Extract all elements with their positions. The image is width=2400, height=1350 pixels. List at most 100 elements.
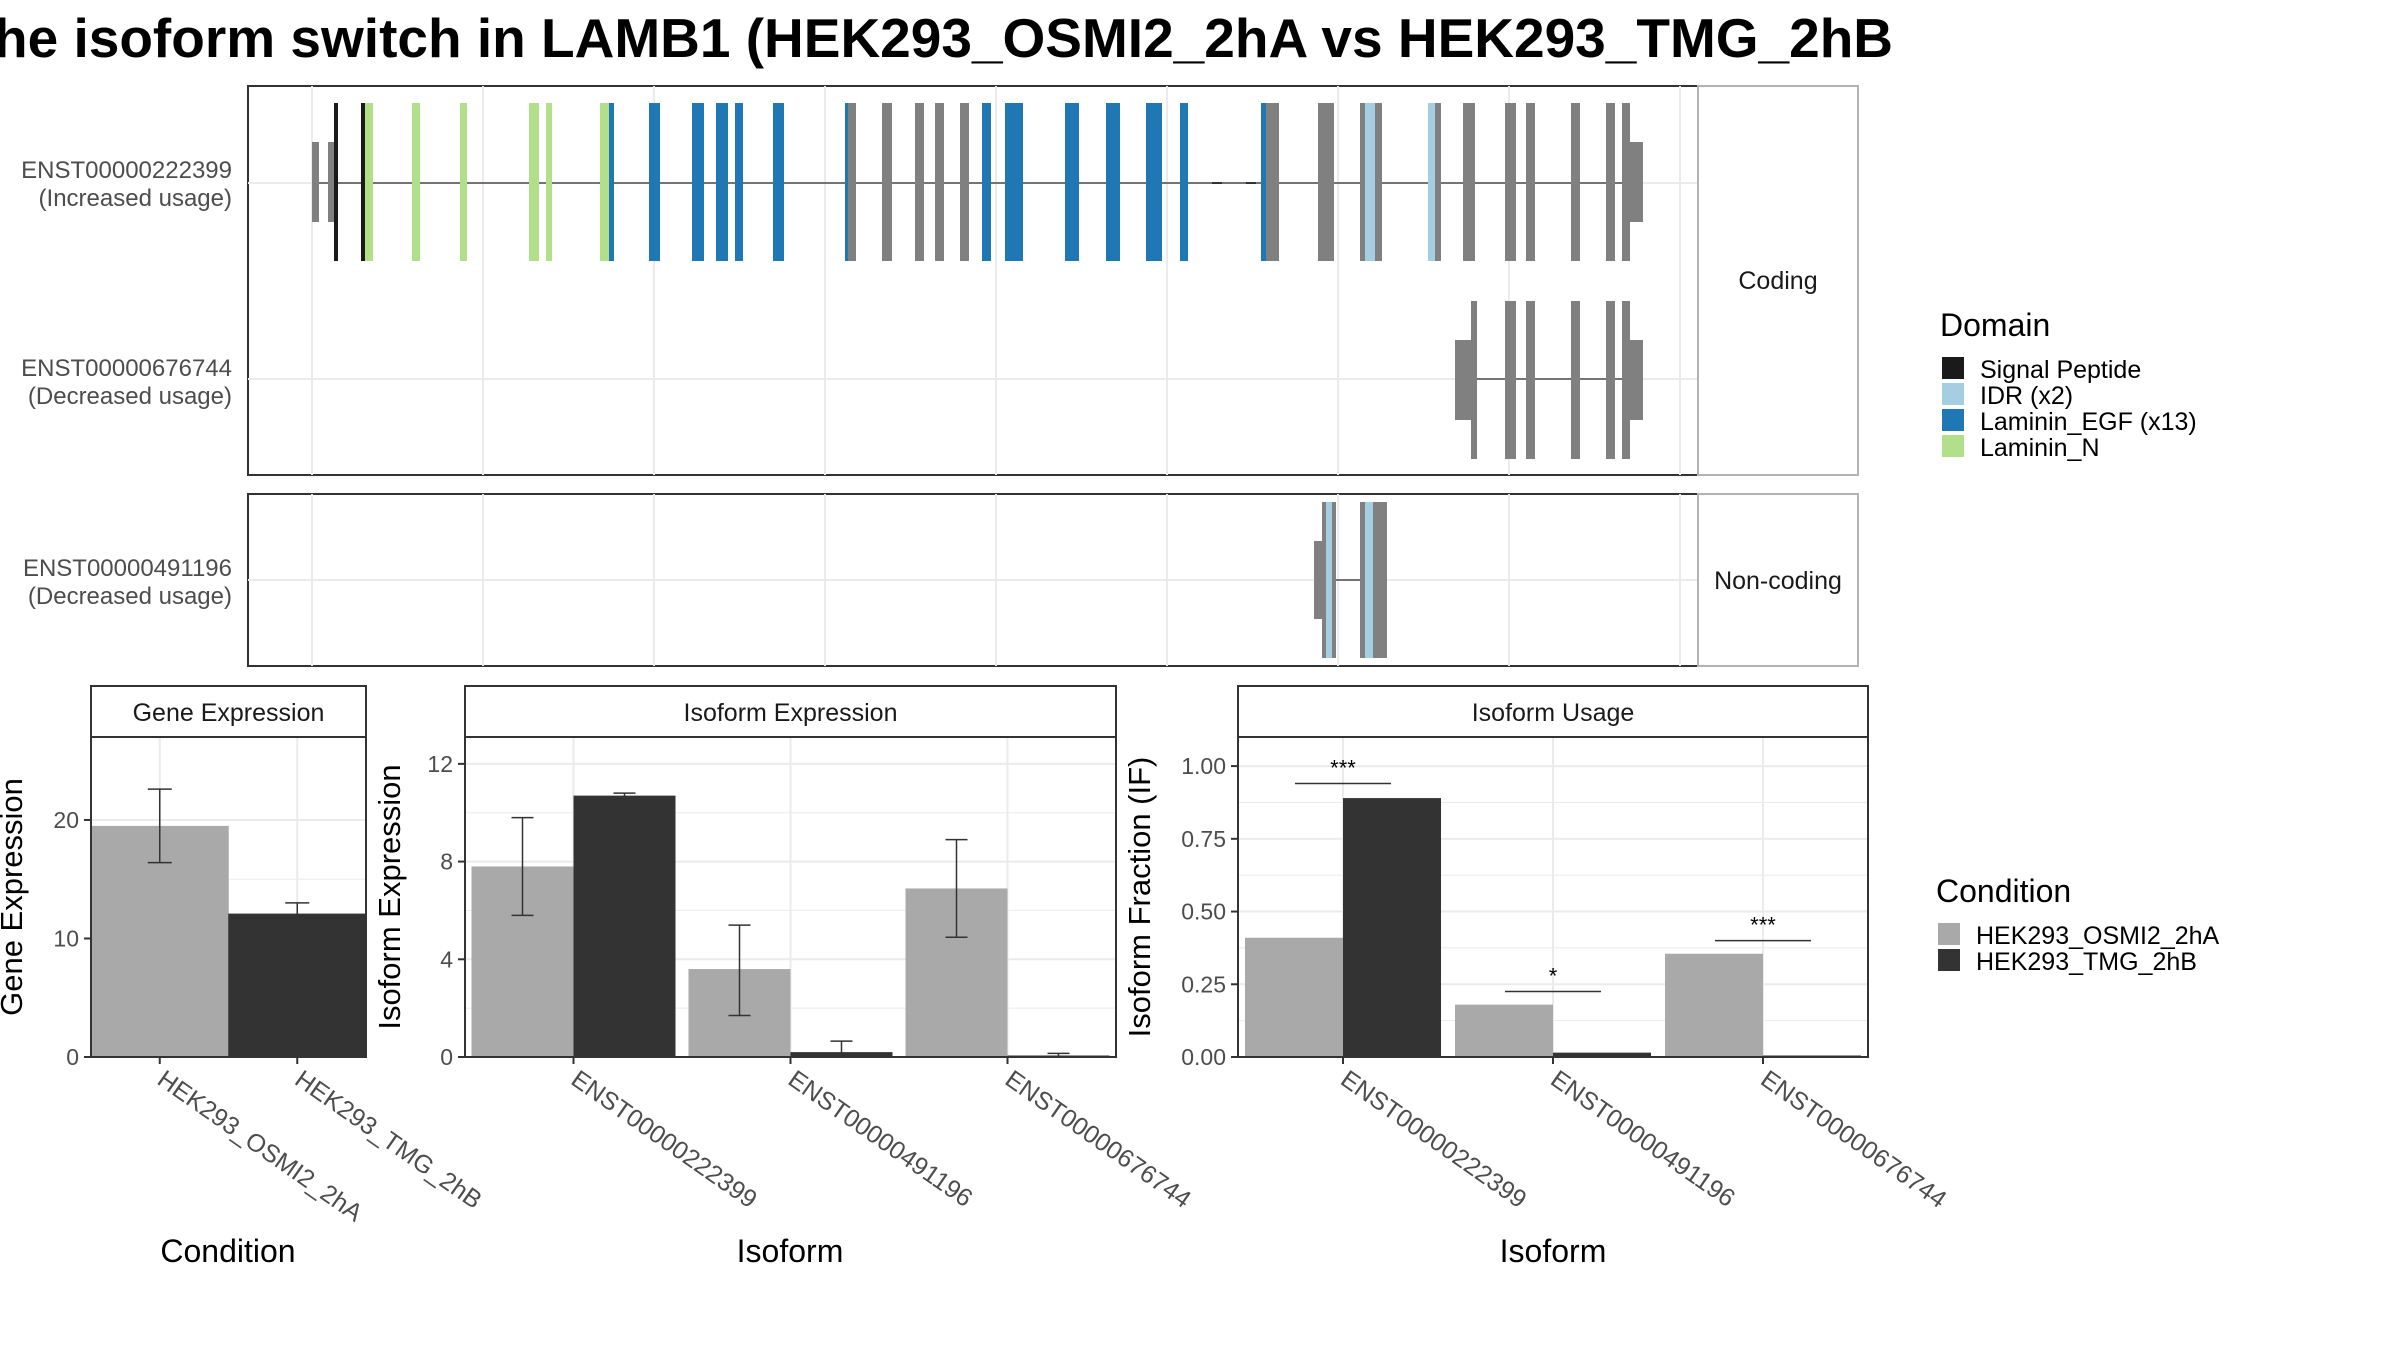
noncoding-strip-label: Non-coding (1714, 567, 1842, 595)
exon-grey (1360, 502, 1365, 658)
y-axis: 0 4 8 12 (427, 751, 465, 1070)
domain-legend-item: Laminin_EGF (x13) (1942, 408, 2197, 436)
domain-legend-item: Laminin_N (1942, 434, 2100, 462)
legend-swatch-condition-b (1938, 949, 1960, 971)
bar-chart-panels: Gene Expression 0 10 20 HEK293_OSMI2_2hAHEK2… (0, 685, 1952, 1269)
y-tick-label: 0.75 (1181, 826, 1226, 852)
exon-laminin-n (546, 103, 552, 261)
y-axis: 0 10 20 (53, 807, 91, 1070)
exon-laminin-egf (1106, 103, 1120, 261)
transcript-enst00000491196 (1314, 502, 1387, 658)
exon-signal-peptide (334, 103, 338, 261)
transcript-enst00000222399 (312, 103, 1643, 261)
exon-laminin-egf (1261, 103, 1267, 261)
structure-panel-noncoding: Non-coding (247, 493, 1859, 667)
legend-swatch-signal-peptide (1942, 357, 1964, 379)
y-tick-label: 10 (53, 925, 79, 951)
bar (90, 825, 229, 1057)
exon-grey (1471, 301, 1477, 459)
panel-strip-title: Isoform Expression (684, 699, 898, 727)
utr-exon (1628, 142, 1643, 222)
x-tick-label: ENST00000222399 (1336, 1065, 1532, 1214)
legend-label: Laminin_EGF (x13) (1980, 408, 2197, 436)
exon-grey (1571, 103, 1580, 261)
exon-grey (1622, 301, 1630, 459)
y-tick-label: 0.00 (1181, 1044, 1226, 1070)
bars (1245, 798, 1861, 1057)
exon-grey (1606, 301, 1615, 459)
legend-label: IDR (x2) (1980, 382, 2073, 410)
y-tick-label: 8 (440, 849, 453, 875)
y-tick-label: 0 (440, 1044, 453, 1070)
exon-laminin-egf (609, 103, 614, 261)
bar-panel-2: Isoform Usage*******0.000.250.500.751.00… (1122, 685, 1952, 1269)
error-bar (728, 924, 751, 1017)
bars (90, 788, 367, 1057)
isoform-row-labels: ENST00000222399 (Increased usage) ENST00… (21, 157, 232, 610)
exon-grey (1526, 301, 1535, 459)
exon-laminin-n (529, 103, 539, 261)
exon-grey (1571, 301, 1580, 459)
exon-grey (848, 103, 856, 261)
exon-grey (1526, 103, 1535, 261)
bars (471, 792, 1110, 1058)
plot-border (90, 736, 367, 1058)
exon-laminin-n (460, 103, 467, 261)
exon-laminin-n (412, 103, 420, 261)
exon-laminin-egf (773, 103, 784, 261)
isoform-label-usage: (Increased usage) (39, 185, 232, 212)
x-axis-title: Isoform (1500, 1233, 1607, 1269)
exon-laminin-egf (1146, 103, 1162, 261)
bar (1455, 1004, 1553, 1057)
domain-legend-item: IDR (x2) (1942, 382, 2073, 410)
bar (1553, 1052, 1651, 1057)
y-tick-label: 0.25 (1181, 971, 1226, 997)
y-axis: 0.00 0.25 0.50 0.75 1.00 (1181, 753, 1238, 1070)
y-tick-label: 0.50 (1181, 899, 1226, 925)
exon-grey (882, 103, 892, 261)
isoform-label-id: ENST00000676744 (21, 355, 232, 382)
exon-grey (960, 103, 969, 261)
x-axis-title: Condition (160, 1233, 295, 1269)
exon-grey (1360, 103, 1365, 261)
y-axis-title: Isoform Expression (372, 764, 407, 1029)
exon-laminin-egf (1005, 103, 1023, 261)
bar (1665, 953, 1763, 1057)
bar (1343, 798, 1441, 1057)
exon-grey (1463, 103, 1475, 261)
legend-swatch-idr (1942, 383, 1964, 405)
exon-laminin-egf (982, 103, 991, 261)
utr-exon (1628, 340, 1643, 420)
utr-exon (312, 142, 319, 222)
figure-title: he isoform switch in LAMB1 (HEK293_OSMI2… (0, 7, 1893, 69)
isoform-label-usage: (Decreased usage) (28, 583, 232, 610)
exon-idr (1365, 103, 1375, 261)
condition-legend-item: HEK293_OSMI2_2hA (1938, 922, 2220, 950)
significance-label: *** (1750, 913, 1776, 938)
exon-grey (1435, 103, 1441, 261)
error-bar (285, 902, 310, 927)
x-tick-label: ENST00000676744 (1000, 1065, 1196, 1214)
y-tick-label: 4 (440, 946, 453, 972)
x-axis-title: Isoform (737, 1233, 844, 1269)
domain-legend-item: Signal Peptide (1942, 356, 2141, 384)
condition-legend-title: Condition (1936, 873, 2071, 909)
legend-swatch-condition-a (1938, 923, 1960, 945)
exon-laminin-n (365, 103, 373, 261)
exon-idr (1365, 502, 1373, 658)
utr-exon (328, 142, 336, 222)
exon-laminin-egf (1180, 103, 1188, 261)
isoform-label-id: ENST00000491196 (23, 555, 232, 582)
y-axis-title: Isoform Fraction (IF) (1122, 757, 1157, 1038)
exon-grey (1373, 502, 1387, 658)
exon-laminin-egf (1065, 103, 1079, 261)
exon-laminin-n (600, 103, 609, 261)
exon-signal-peptide (361, 103, 365, 261)
exon-grey (1332, 502, 1336, 658)
error-bar (147, 788, 172, 864)
x-tick-label: ENST00000676744 (1756, 1065, 1952, 1214)
exon-grey (935, 103, 944, 261)
legend-label: Laminin_N (1980, 434, 2100, 462)
